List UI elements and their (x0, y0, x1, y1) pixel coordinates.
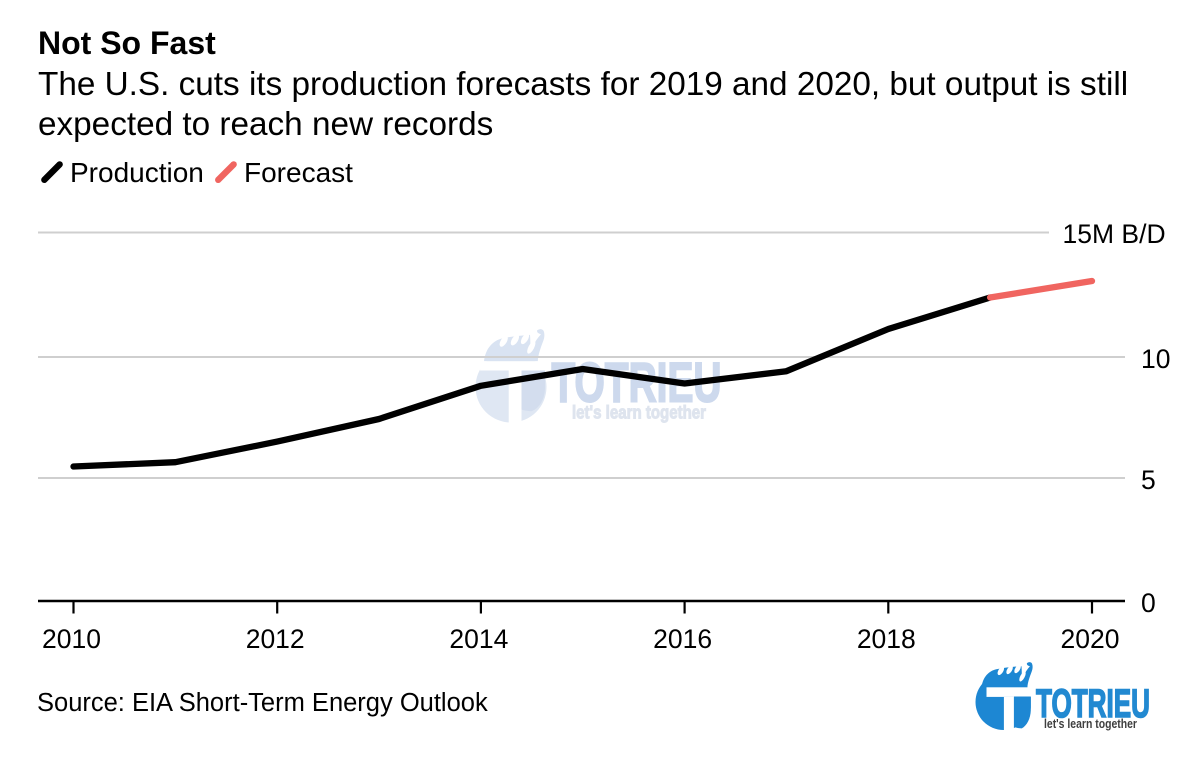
svg-text:TOTRIEU: TOTRIEU (1036, 682, 1150, 726)
svg-text:let's learn together: let's learn together (572, 402, 706, 423)
svg-text:let's learn together: let's learn together (1044, 716, 1137, 731)
